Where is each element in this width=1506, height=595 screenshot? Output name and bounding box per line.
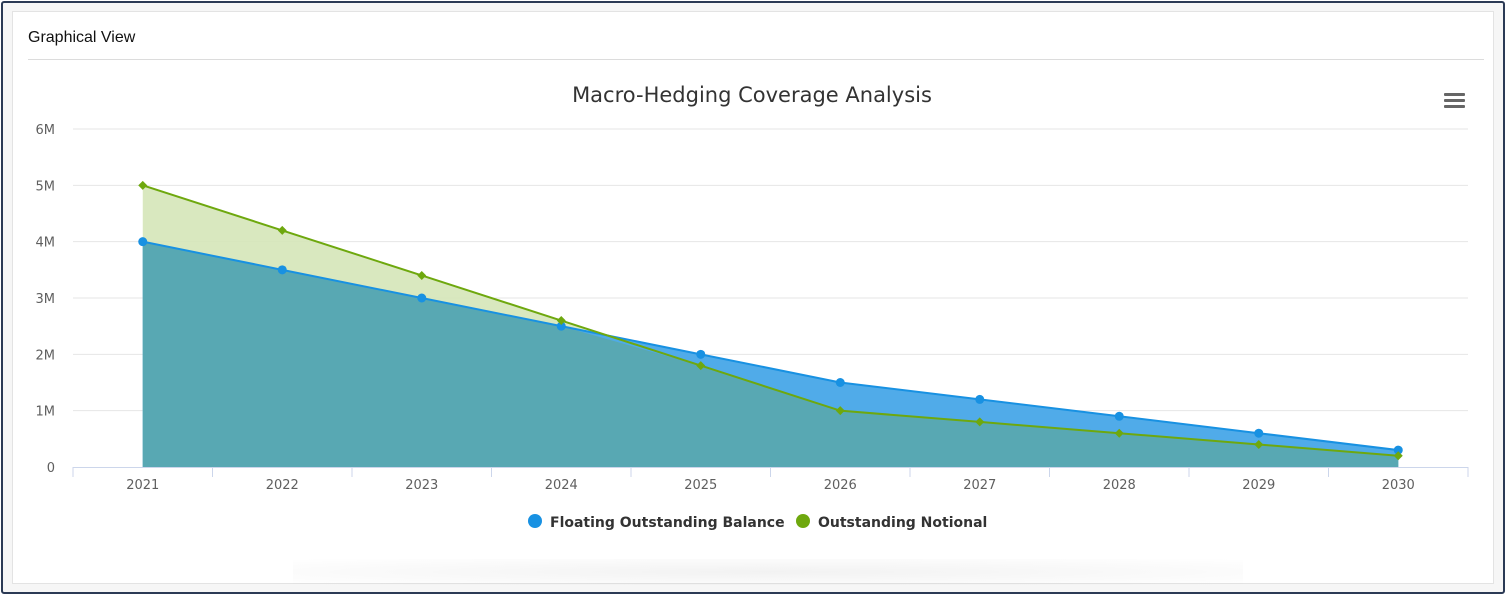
line-floating-balance	[142, 240, 1399, 452]
point-notional-2022[interactable]	[277, 225, 287, 235]
legend-item-notional[interactable]: Outstanding Notional	[796, 514, 987, 531]
point-floating-2024[interactable]	[556, 321, 566, 331]
point-notional-2025[interactable]	[696, 361, 706, 371]
point-floating-2023[interactable]	[417, 293, 427, 303]
point-notional-2028[interactable]	[1114, 428, 1124, 438]
chart-title: Macro-Hedging Coverage Analysis	[572, 83, 932, 107]
x-axis-labels: 2021 2022 2023 2024 2025 2026 2027 2028 2029 2030	[126, 478, 1415, 493]
y-tick-label: 3M	[36, 292, 56, 307]
x-tick-label: 2025	[684, 478, 717, 493]
x-tick-label: 2022	[266, 478, 299, 493]
point-notional-2024[interactable]	[556, 316, 566, 326]
panel-divider	[28, 59, 1484, 60]
point-floating-2028[interactable]	[1114, 411, 1124, 421]
x-tick-label: 2029	[1242, 478, 1275, 493]
y-axis-labels: 0 1M 2M 3M 4M 5M 6M	[36, 123, 56, 476]
point-floating-2027[interactable]	[975, 394, 985, 404]
series-lines	[142, 184, 1399, 457]
legend-label-floating: Floating Outstanding Balance	[550, 515, 785, 531]
point-notional-2030[interactable]	[1393, 451, 1403, 461]
point-floating-2030[interactable]	[1393, 445, 1403, 455]
point-floating-2026[interactable]	[835, 378, 845, 387]
legend-item-floating[interactable]: Floating Outstanding Balance	[528, 514, 785, 531]
point-floating-2021[interactable]	[138, 237, 148, 247]
x-tick-label: 2027	[963, 478, 996, 493]
point-floating-2025[interactable]	[696, 349, 706, 359]
panel-shadow	[293, 559, 1243, 585]
point-notional-2027[interactable]	[975, 417, 985, 427]
x-tick-label: 2021	[126, 478, 159, 493]
y-tick-label: 2M	[36, 348, 56, 363]
x-tick-label: 2028	[1103, 478, 1136, 493]
point-floating-2029[interactable]	[1254, 428, 1264, 438]
x-tick-label: 2030	[1382, 478, 1415, 493]
point-notional-2023[interactable]	[417, 270, 427, 280]
y-tick-label: 4M	[36, 236, 56, 251]
y-tick-label: 6M	[36, 123, 56, 138]
y-tick-label: 0	[47, 461, 55, 476]
y-tick-label: 5M	[36, 179, 56, 194]
x-tick-label: 2023	[405, 478, 438, 493]
series-markers	[138, 180, 1403, 461]
line-outstanding-notional	[142, 184, 1399, 457]
point-notional-2029[interactable]	[1254, 439, 1264, 449]
y-tick-label: 1M	[36, 405, 56, 420]
area-overlap	[142, 241, 1399, 467]
legend-label-notional: Outstanding Notional	[818, 515, 987, 531]
point-notional-2021[interactable]	[138, 180, 148, 190]
x-tick-label: 2026	[824, 478, 857, 493]
series-areas	[142, 185, 1399, 468]
x-tick-label: 2024	[545, 478, 578, 493]
point-notional-2026[interactable]	[835, 406, 845, 416]
point-floating-2022[interactable]	[277, 265, 287, 275]
chart-legend: Floating Outstanding Balance Outstanding…	[528, 514, 987, 531]
hamburger-menu-icon[interactable]	[1436, 87, 1474, 113]
panel-title: Graphical View	[28, 29, 136, 46]
x-axis	[72, 467, 1469, 477]
